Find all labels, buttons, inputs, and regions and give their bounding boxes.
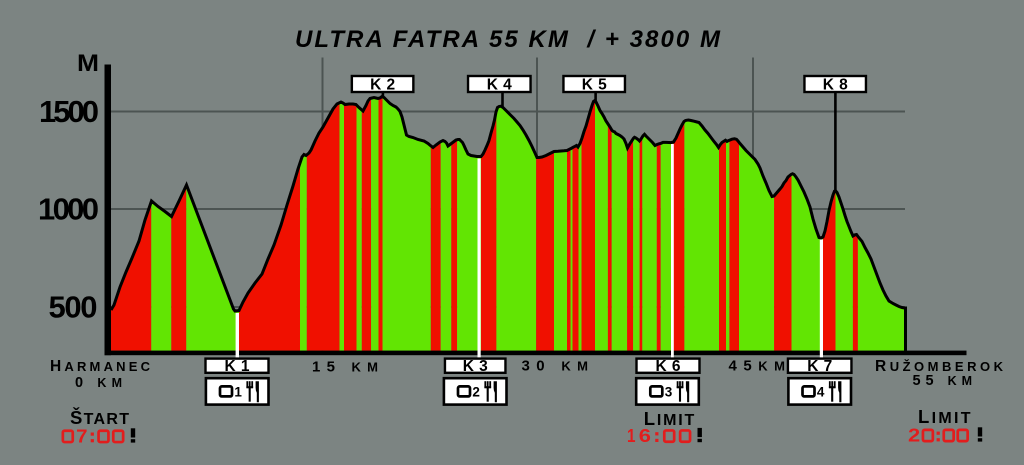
svg-text:M: M	[77, 50, 99, 77]
svg-text:0 KM: 0 KM	[75, 375, 122, 391]
svg-text:4: 4	[817, 385, 825, 400]
svg-text:7: 7	[76, 426, 87, 446]
svg-text:2: 2	[472, 385, 480, 400]
svg-text:1: 1	[627, 426, 636, 446]
svg-text:1000: 1000	[38, 192, 99, 227]
svg-text:3: 3	[665, 385, 673, 400]
svg-text:ŠTART: ŠTART	[70, 407, 129, 428]
svg-text:1: 1	[234, 385, 242, 400]
svg-text:6: 6	[639, 426, 651, 446]
svg-text:1500: 1500	[39, 94, 99, 129]
svg-text:500: 500	[49, 290, 98, 325]
svg-text:ULTRA FATRA 55 KM / + 3800 M: ULTRA FATRA 55 KM / + 3800 M	[295, 26, 721, 53]
svg-text:2: 2	[908, 425, 920, 445]
